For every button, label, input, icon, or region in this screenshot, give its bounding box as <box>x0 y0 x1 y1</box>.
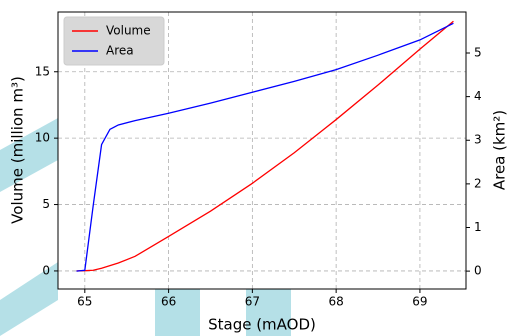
y2-tick-label: 0 <box>474 264 482 278</box>
y2-tick-label: 1 <box>474 220 482 234</box>
x-tick-label: 68 <box>329 295 344 309</box>
data-line <box>76 22 454 272</box>
legend: Volume Area <box>63 16 165 66</box>
decoration <box>0 118 291 336</box>
y2-axis-label: Area (km²) <box>491 110 508 190</box>
x-tick-label: 66 <box>161 295 176 309</box>
legend-label: Area <box>106 44 134 58</box>
y-tick-label: 0 <box>42 263 50 277</box>
x-axis-label: Stage (mAOD) <box>208 316 316 334</box>
y2-tick-label: 3 <box>474 133 482 147</box>
plot-frame <box>57 11 467 290</box>
x-tick-label: 65 <box>77 295 92 309</box>
x-tick-label: 69 <box>412 295 427 309</box>
y2-tick-label: 2 <box>474 176 482 190</box>
y-tick-label: 5 <box>42 197 50 211</box>
legend-label: Volume <box>106 24 151 38</box>
data-line <box>76 20 454 272</box>
y-tick-label: 10 <box>35 131 50 145</box>
y-tick-label: 15 <box>35 64 50 78</box>
legend-box <box>63 16 165 66</box>
y-axis-label: Volume (million m³) <box>9 76 27 224</box>
x-tick-label: 67 <box>245 295 260 309</box>
y2-tick-label: 4 <box>474 89 482 103</box>
y2-tick-label: 5 <box>474 46 482 60</box>
